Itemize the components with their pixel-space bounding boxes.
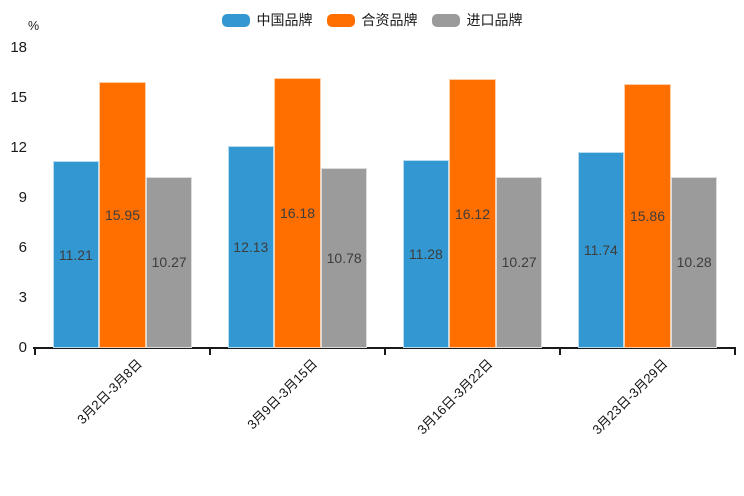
bar-value-label: 15.86 — [629, 207, 665, 224]
bar-合资品牌-4 — [624, 83, 671, 348]
legend-item-china-brand: 中国品牌 — [221, 10, 313, 30]
bar-进口品牌-2 — [320, 168, 368, 348]
x-axis-tick — [559, 348, 561, 355]
bar-value-label: 10.78 — [326, 250, 362, 267]
y-axis-unit-label: % — [28, 19, 40, 33]
y-axis-tick-label: 0 — [18, 339, 27, 356]
bar-value-label: 16.12 — [454, 205, 490, 222]
bar-合资品牌-1 — [99, 82, 146, 348]
y-axis-tick-label: 12 — [10, 139, 27, 156]
legend-item-joint-venture-brand: 合资品牌 — [326, 10, 418, 30]
y-axis-tick-label: 6 — [18, 239, 27, 256]
legend-item-import-brand: 进口品牌 — [431, 10, 523, 30]
bar-进口品牌-1 — [145, 176, 193, 348]
bar-合资品牌-3 — [449, 79, 496, 348]
legend-swatch-import-brand — [431, 13, 460, 27]
x-axis-tick — [34, 348, 36, 355]
legend-label-import-brand: 进口品牌 — [466, 12, 523, 28]
bar-value-label: 16.18 — [279, 205, 315, 222]
legend-label-joint-venture-brand: 合资品牌 — [361, 12, 418, 28]
y-axis-tick-label: 3 — [18, 289, 27, 306]
bar-进口品牌-3 — [495, 176, 543, 348]
bar-中国品牌-4 — [577, 152, 625, 348]
legend-swatch-joint-venture-brand — [326, 13, 355, 27]
bar-value-label: 11.21 — [58, 246, 93, 263]
bar-中国品牌-3 — [402, 160, 450, 348]
bar-合资品牌-2 — [274, 78, 321, 348]
x-axis-category-label: 3月2日-3月8日 — [74, 356, 146, 428]
y-axis-tick-label: 18 — [10, 39, 27, 56]
y-axis-tick-label: 9 — [18, 189, 27, 206]
bar-value-label: 11.28 — [408, 246, 443, 262]
bar-中国品牌-2 — [227, 145, 275, 348]
x-axis-category-label: 3月16日-3月22日 — [414, 356, 496, 438]
x-axis-category-label: 3月9日-3月15日 — [244, 356, 321, 433]
x-axis-tick — [384, 348, 386, 355]
x-axis-tick — [734, 348, 736, 355]
legend-label-china-brand: 中国品牌 — [256, 12, 313, 28]
y-axis-tick-label: 15 — [10, 89, 27, 106]
bar-value-label: 11.74 — [583, 242, 618, 259]
legend: 中国品牌 合资品牌 进口品牌 — [0, 10, 744, 30]
bar-value-label: 12.13 — [233, 238, 269, 255]
bar-value-label: 10.27 — [151, 254, 187, 271]
bar-value-label: 10.27 — [501, 254, 537, 271]
x-axis-tick — [209, 348, 211, 355]
bar-value-label: 10.28 — [676, 254, 712, 271]
bar-进口品牌-4 — [670, 176, 718, 348]
bar-value-label: 15.95 — [104, 207, 140, 224]
legend-swatch-china-brand — [221, 13, 250, 27]
x-axis-category-label: 3月23日-3月29日 — [589, 356, 671, 438]
bar-中国品牌-1 — [52, 161, 100, 348]
